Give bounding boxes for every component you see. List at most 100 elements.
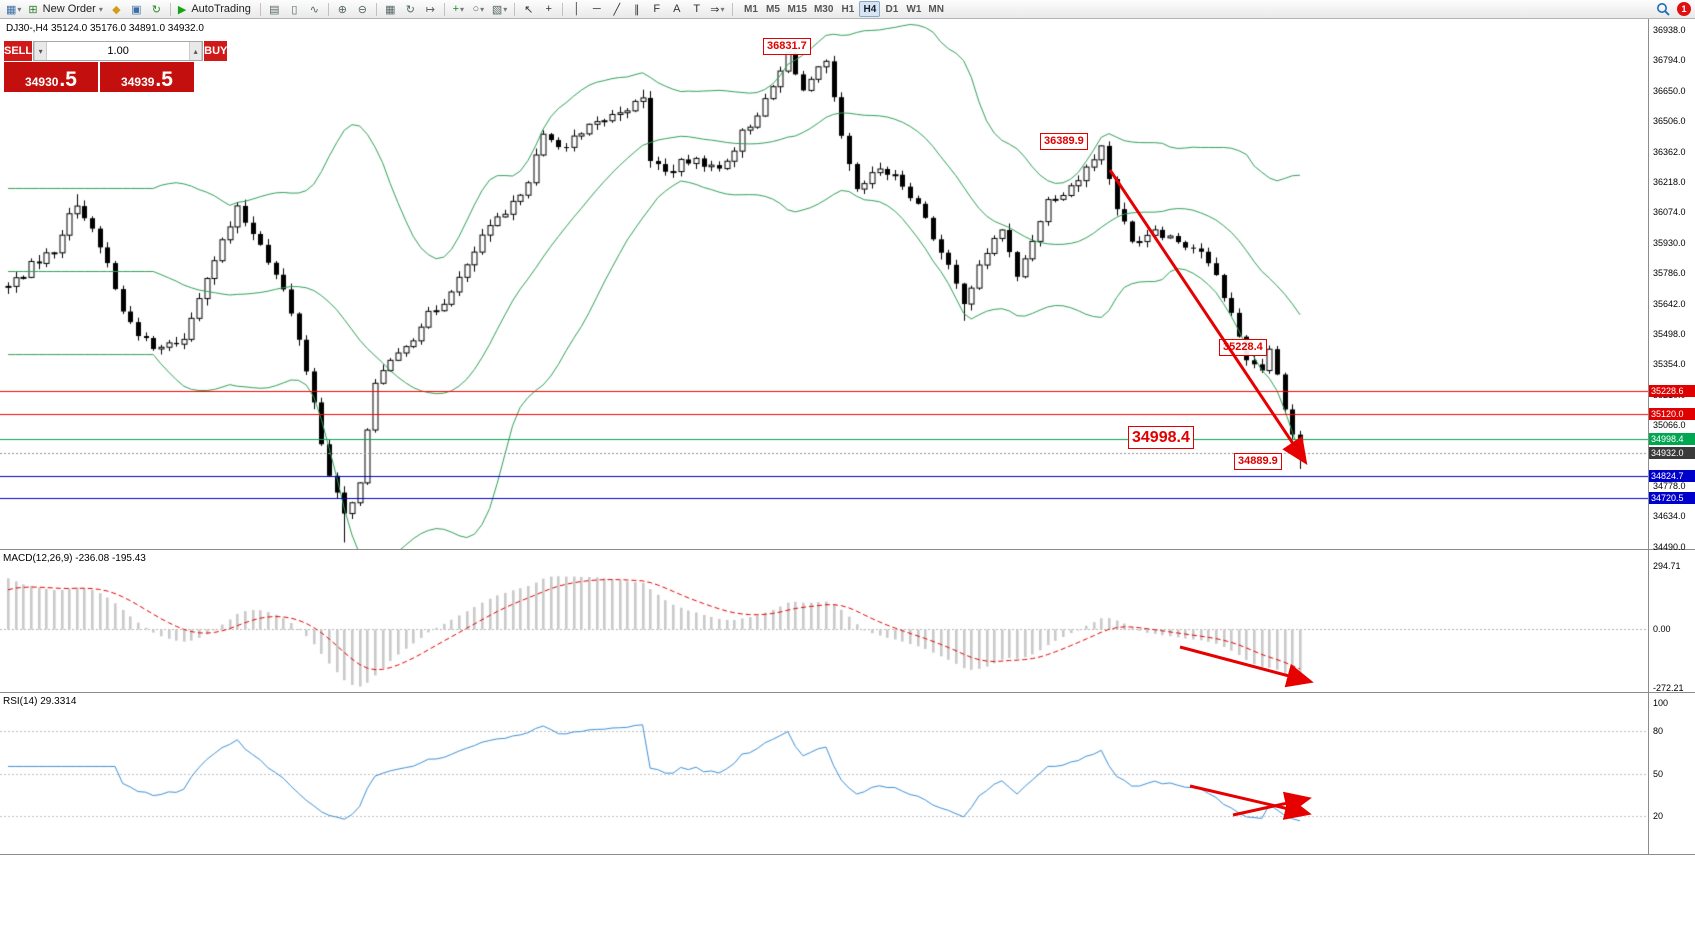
macd-panel-canvas[interactable] (0, 550, 1648, 692)
timeframe-m15-button[interactable]: M15 (787, 3, 807, 15)
annotation-34889-9[interactable]: 34889.9 (1234, 453, 1282, 470)
timeframe-m30-button[interactable]: M30 (813, 3, 834, 15)
templates-button[interactable]: ▧ ▾ (489, 1, 510, 17)
buy-button[interactable]: BUY (204, 41, 228, 61)
metaeditor-button[interactable]: ◆ (107, 1, 126, 17)
sell-price-button[interactable]: 34930.5 (4, 62, 98, 92)
toolbar-separator (731, 2, 733, 16)
tile-windows-button[interactable]: ▦ (381, 1, 400, 17)
volume-control: ▾ ▴ (33, 41, 204, 61)
toolbar-separator (259, 2, 261, 16)
autotrading-button[interactable]: ▶ AutoTrading (175, 1, 256, 17)
toolbar-separator (169, 2, 171, 16)
cursor-button[interactable]: ↖ (519, 1, 538, 17)
fibonacci-button[interactable]: F (647, 1, 666, 17)
new-order-button[interactable]: ⊞ New Order ▾ (25, 1, 105, 17)
toolbar-separator (327, 2, 329, 16)
volume-input[interactable] (47, 42, 190, 60)
toolbar-separator (514, 2, 516, 16)
indicators-button[interactable]: + ▾ (449, 1, 468, 17)
trendline-button[interactable]: ╱ (607, 1, 626, 17)
chevron-down-icon: ▾ (720, 4, 725, 14)
toolbar-right: 1 (1656, 2, 1691, 16)
macd-axis-label: 294.71 (1653, 560, 1681, 571)
arrows-button[interactable]: ⇒ ▾ (707, 1, 727, 17)
sell-button[interactable]: SELL (4, 41, 33, 61)
annotation-35228-4[interactable]: 35228.4 (1219, 339, 1267, 356)
rsi-panel-canvas[interactable] (0, 693, 1648, 854)
zoom-in-button[interactable]: ⊕ (333, 1, 352, 17)
candlestick-button[interactable]: ▯ (285, 1, 304, 17)
channel-button[interactable]: ∥ (627, 1, 646, 17)
price-axis-label: 36218.0 (1653, 176, 1686, 187)
buy-price-button[interactable]: 34939.5 (100, 62, 194, 92)
price-axis-label: 36362.0 (1653, 146, 1686, 157)
price-axis-label: 35642.0 (1653, 298, 1686, 309)
toolbar-separator (562, 2, 564, 16)
line-chart-button[interactable]: ∿ (305, 1, 324, 17)
new-chart-button[interactable]: ▦ ▾ (3, 1, 24, 17)
buy-price-pips: .5 (155, 68, 173, 91)
rsi-axis-label: 50 (1653, 768, 1664, 779)
rsi-axis-label: 100 (1653, 698, 1669, 708)
vertical-line-icon: │ (573, 3, 581, 15)
time-axis: Dec 202110 Dec 12:0013 Dec 16:0015 Dec 0… (0, 855, 1695, 875)
price-axis-label: 35930.0 (1653, 237, 1686, 248)
buy-price-main: 34939 (121, 75, 155, 89)
annotation-34998-4[interactable]: 34998.4 (1128, 426, 1194, 449)
price-axis-label: 36506.0 (1653, 116, 1686, 127)
horizontal-line-button[interactable]: ─ (587, 1, 606, 17)
timeframe-m1-button[interactable]: M1 (744, 3, 758, 15)
bar-chart-button[interactable]: ▤ (265, 1, 284, 17)
chevron-down-icon: ▾ (503, 4, 508, 14)
price-axis-label: 35354.0 (1653, 359, 1686, 370)
timeframe-d1-button[interactable]: D1 (885, 3, 899, 15)
macd-panel-separator[interactable] (0, 549, 1695, 550)
price-chart-canvas[interactable] (0, 19, 1648, 549)
notification-badge[interactable]: 1 (1677, 2, 1691, 16)
new-chart-icon: ▦ (6, 3, 17, 16)
one-click-trading-panel: SELL ▾ ▴ BUY 34930.5 34939.5 (4, 41, 228, 92)
zoom-in-icon: ⊕ (337, 3, 347, 16)
timeframe-mn-button[interactable]: MN (928, 3, 944, 15)
price-axis-label: 35066.0 (1653, 420, 1686, 431)
volume-decrease-button[interactable]: ▾ (34, 42, 48, 60)
price-tag-34998.4: 34998.4 (1649, 433, 1695, 446)
new-order-icon: ⊞ (28, 3, 38, 16)
macd-axis-label: -272.21 (1653, 682, 1684, 693)
volume-increase-button[interactable]: ▴ (189, 42, 203, 60)
rsi-indicator-label: RSI(14) 29.3314 (3, 696, 77, 707)
timeframe-w1-button[interactable]: W1 (906, 3, 922, 15)
autotrading-button-label: AutoTrading (191, 3, 251, 15)
search-icon[interactable] (1656, 2, 1670, 16)
price-axis-label: 36794.0 (1653, 55, 1686, 66)
annotation-36389-9[interactable]: 36389.9 (1040, 133, 1088, 150)
price-tag-35120.0: 35120.0 (1649, 407, 1695, 420)
timeframe-h1-button[interactable]: H1 (841, 3, 855, 15)
vertical-line-button[interactable]: │ (567, 1, 586, 17)
zoom-out-button[interactable]: ⊖ (353, 1, 372, 17)
arrows-icon: ⇒ (710, 3, 720, 16)
label-icon: T (693, 3, 701, 15)
chart-shift-icon: ↦ (425, 3, 435, 16)
label-button[interactable]: T (687, 1, 706, 17)
candlestick-icon: ▯ (291, 3, 298, 16)
market-button[interactable]: ▣ (127, 1, 146, 17)
market-icon: ▣ (131, 3, 142, 16)
refresh-button[interactable]: ↻ (147, 1, 166, 17)
chart-shift-button[interactable]: ↦ (421, 1, 440, 17)
timeframe-m5-button[interactable]: M5 (766, 3, 780, 15)
rsi-panel-separator[interactable] (0, 692, 1695, 693)
periods-button[interactable]: ○ ▾ (469, 1, 488, 17)
chevron-down-icon: ▾ (460, 4, 465, 14)
chart-ohlc-label: DJ30-,H4 35124.0 35176.0 34891.0 34932.0 (6, 23, 204, 34)
crosshair-button[interactable]: + (539, 1, 558, 17)
time-axis-separator (0, 854, 1695, 855)
auto-scroll-icon: ↻ (405, 3, 415, 16)
annotation-36831-7[interactable]: 36831.7 (763, 38, 811, 55)
auto-scroll-button[interactable]: ↻ (401, 1, 420, 17)
metaeditor-icon: ◆ (112, 3, 121, 16)
price-tag-34720.5: 34720.5 (1649, 492, 1695, 505)
timeframe-h4-button[interactable]: H4 (859, 1, 881, 17)
text-button[interactable]: A (667, 1, 686, 17)
